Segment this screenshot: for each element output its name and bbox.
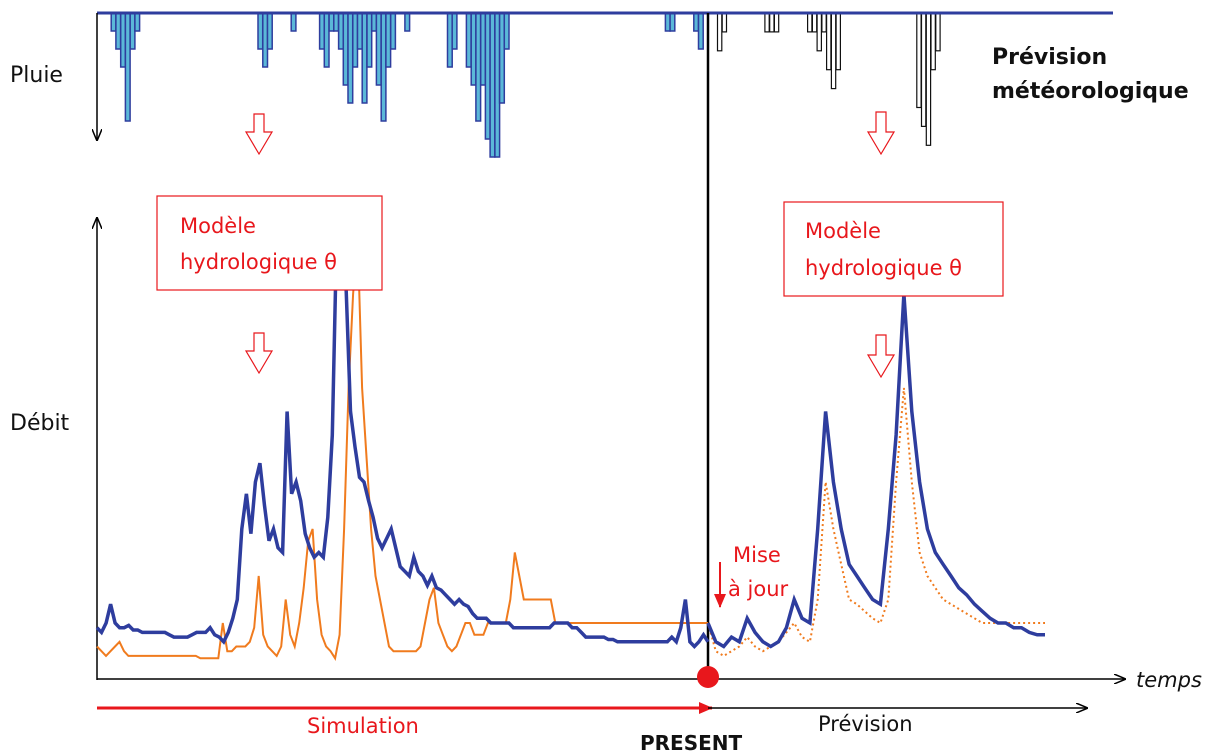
rain-label: Pluie [10, 63, 63, 88]
forecast-discharge-line [706, 293, 1045, 649]
down-arrow-icon [244, 332, 274, 375]
time-label: temps [1136, 668, 1202, 692]
rain-bar [266, 12, 273, 50]
rain-bar [361, 12, 368, 104]
present-label: PRESENT [640, 731, 743, 754]
weather-forecast-label-1: Prévision [992, 45, 1107, 70]
forecast-rain-bar [821, 12, 827, 33]
forecast-rain-bar [935, 12, 941, 52]
observed-rain-bars [110, 12, 704, 158]
forecast-rain-bar [830, 12, 837, 90]
forecast-rain-bar [721, 12, 728, 33]
rain-bar [385, 12, 392, 68]
observed-discharge-line [95, 221, 710, 650]
forecast-rain-bars [716, 12, 941, 146]
forecast-rain-bar [811, 12, 818, 33]
model-box-left [156, 195, 383, 291]
rain-bar [375, 12, 382, 86]
forecast-rain-bar [716, 12, 723, 52]
model-right-line2: hydrologique θ [805, 256, 962, 280]
weather-forecast-label-2: météorologique [992, 79, 1189, 104]
forecast-label: Prévision [818, 712, 913, 736]
rain-bar [134, 12, 141, 32]
rain-bar [404, 12, 411, 32]
model-box-right [783, 201, 1004, 297]
forecast-rain-bar [825, 12, 832, 71]
down-arrow-icon [866, 334, 896, 379]
rain-bar [669, 12, 676, 32]
rain-bar [124, 12, 131, 122]
rain-bar [489, 12, 496, 158]
simulated-discharge-line [96, 235, 708, 661]
forecast-rain-bar [806, 12, 813, 33]
forecast-rain-bar [769, 12, 775, 33]
present-dot [697, 666, 719, 688]
simulation-label: Simulation [307, 714, 419, 738]
rain-bar [697, 12, 704, 50]
forecast-rain-bar [816, 12, 822, 52]
down-arrow-icon [866, 111, 896, 156]
forecast-rain-bar [773, 12, 780, 33]
forecast-rain-bar [925, 12, 932, 146]
update-label-1: Mise [733, 543, 781, 567]
model-right-line1: Modèle [805, 219, 881, 243]
down-arrow-icon [244, 113, 274, 156]
forecast-rain-bar [930, 12, 936, 71]
rain-bar [257, 12, 264, 50]
rain-bar [503, 12, 510, 50]
forecast-rain-bar [835, 12, 841, 71]
rain-bar [389, 12, 397, 50]
model-left-line1: Modèle [180, 214, 256, 238]
rain-bar [451, 12, 458, 50]
discharge-label: Débit [10, 411, 70, 436]
rain-bar [465, 12, 472, 68]
simulated-forecast-line [707, 387, 1045, 658]
rain-bar [290, 12, 297, 32]
rain-bar [333, 12, 340, 32]
forecast-rain-bar [764, 12, 770, 33]
update-label-2: à jour [728, 577, 789, 601]
rain-bar [475, 12, 482, 122]
forecast-rain-bar [916, 12, 922, 109]
forecast-rain-bar [920, 12, 927, 128]
rain-bar [323, 12, 330, 68]
rain-bar [115, 12, 122, 50]
rain-bar [347, 12, 354, 104]
model-left-line2: hydrologique θ [180, 250, 337, 274]
